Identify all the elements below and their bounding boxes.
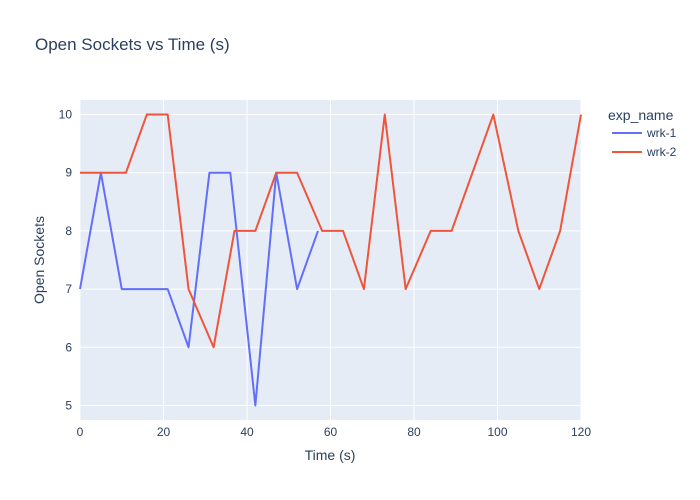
series-layer	[79, 113, 582, 407]
x-tick-label: 80	[407, 425, 421, 439]
series-line-wrk-2[interactable]	[80, 113, 582, 349]
y-tick-label: 9	[65, 166, 72, 180]
x-tick-label: 40	[240, 425, 254, 439]
legend-title: exp_name	[608, 107, 674, 123]
series-line-wrk-1[interactable]	[79, 171, 319, 407]
legend[interactable]: exp_name wrk-1 wrk-2	[608, 107, 677, 159]
legend-items: wrk-1 wrk-2	[612, 126, 677, 159]
x-axis-title: Time (s)	[305, 447, 356, 463]
legend-item-wrk-1[interactable]: wrk-1	[612, 126, 677, 140]
x-tick-label: 100	[487, 425, 507, 439]
y-tick-label: 10	[59, 108, 73, 122]
y-tick-label: 6	[65, 340, 72, 354]
y-tick-label: 5	[65, 398, 72, 412]
legend-label: wrk-1	[646, 126, 677, 140]
x-tick-label: 60	[324, 425, 338, 439]
y-tick-label: 7	[65, 282, 72, 296]
x-axis-ticks: 0 20 40 60 80 100 120	[77, 425, 592, 439]
y-axis-ticks: 5 6 7 8 9 10	[59, 108, 73, 413]
legend-item-wrk-2[interactable]: wrk-2	[612, 145, 677, 159]
chart-title: Open Sockets vs Time (s)	[35, 35, 230, 54]
x-tick-label: 20	[157, 425, 171, 439]
x-tick-label: 0	[77, 425, 84, 439]
y-axis-title: Open Sockets	[31, 216, 47, 304]
x-tick-label: 120	[571, 425, 591, 439]
y-tick-label: 8	[65, 224, 72, 238]
legend-label: wrk-2	[646, 145, 677, 159]
